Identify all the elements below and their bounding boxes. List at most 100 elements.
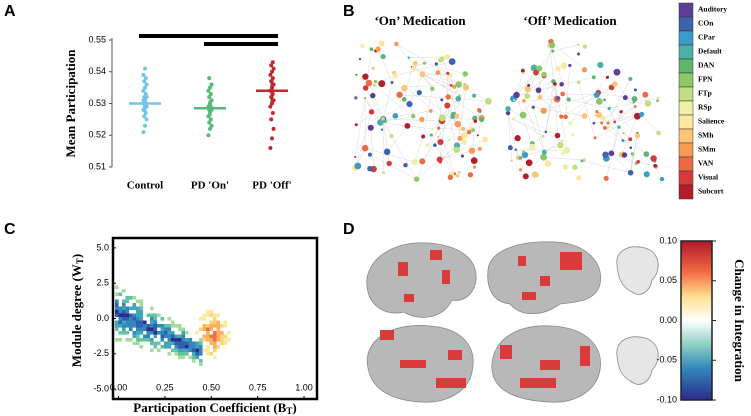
- point: [207, 120, 212, 125]
- network-edge: [432, 88, 443, 118]
- network-edge: [507, 108, 558, 136]
- heatmap-cell: [160, 331, 165, 335]
- heatmap-cell: [223, 324, 228, 328]
- network-edge: [513, 118, 544, 137]
- network-node: [518, 156, 523, 160]
- point: [268, 72, 273, 77]
- network-node: [594, 114, 598, 117]
- colorbar-tick-label: -0.10: [656, 394, 677, 404]
- heatmap-cell: [178, 341, 182, 346]
- network-node: [386, 160, 392, 167]
- network-node: [454, 113, 460, 119]
- network-node: [593, 136, 597, 140]
- colorbar-tick-label: 0.00: [659, 315, 677, 325]
- network-node: [600, 121, 604, 125]
- network-node: [462, 71, 469, 77]
- heatmap-cell: [188, 345, 193, 349]
- heatmap-cell: [143, 324, 147, 328]
- network-node: [466, 130, 472, 135]
- network-node: [559, 81, 564, 87]
- network-node: [572, 164, 578, 171]
- network-node: [367, 124, 374, 131]
- legend-label: Auditory: [698, 5, 727, 14]
- heatmap-cell: [202, 348, 207, 353]
- point: [143, 66, 147, 71]
- colorbar-tick-label: -0.05: [656, 355, 677, 365]
- network-node: [603, 175, 609, 181]
- network-edge: [382, 72, 395, 119]
- network-node: [525, 159, 533, 167]
- heatmap-cell: [209, 320, 214, 325]
- network-edge: [513, 68, 559, 101]
- heatmap-cell: [216, 327, 221, 332]
- heatmap-cell: [143, 320, 147, 325]
- point: [207, 76, 212, 81]
- network-edge: [365, 87, 392, 137]
- point: [141, 130, 146, 135]
- point: [271, 126, 276, 131]
- heatmap-cell: [202, 313, 207, 318]
- heatmap-cell: [136, 334, 140, 339]
- heatmap-cell: [153, 334, 158, 339]
- heatmap-cell: [153, 327, 158, 332]
- heatmap-cell: [216, 334, 221, 339]
- network-node: [514, 148, 518, 152]
- network-node: [513, 99, 516, 102]
- heatmap-cell: [213, 338, 217, 342]
- heatmap-cell: [209, 313, 214, 318]
- point: [268, 145, 273, 150]
- network-node: [632, 101, 635, 104]
- network-node: [461, 139, 467, 145]
- point: [209, 123, 214, 128]
- network-edge: [434, 145, 455, 174]
- network-node: [653, 163, 657, 168]
- heatmap-cell: [199, 362, 203, 367]
- heatmap-cell: [164, 341, 168, 346]
- heatmap-cell: [188, 341, 193, 346]
- heatmap-cell: [150, 348, 154, 353]
- point: [143, 85, 147, 90]
- heatmap-cell: [115, 327, 119, 332]
- network-edge: [448, 96, 482, 119]
- network-node: [568, 121, 573, 126]
- axis-label-part: T: [75, 258, 85, 264]
- heatmap-cell: [136, 306, 140, 311]
- heatmap-cell: [157, 324, 161, 328]
- x-tick-label: 0.25: [156, 382, 174, 392]
- heatmap-cell: [206, 352, 210, 356]
- heatmap-cell: [178, 355, 182, 360]
- network-edge: [355, 97, 366, 158]
- network-node: [412, 60, 418, 66]
- network-edge: [611, 153, 631, 173]
- network-edge: [607, 106, 636, 128]
- heatmap-cell: [129, 327, 133, 332]
- y-tick-label: 5.0: [96, 242, 109, 252]
- network-node: [582, 44, 587, 49]
- network-node: [361, 144, 369, 152]
- point: [270, 60, 275, 65]
- heatmap-cell: [118, 324, 123, 328]
- network-node: [455, 174, 460, 178]
- y-tick-label: 0.0: [96, 313, 109, 323]
- heatmap-cell: [125, 338, 130, 342]
- heatmap-cell: [136, 313, 140, 318]
- heatmap-cell: [195, 348, 200, 353]
- heatmap-cell: [213, 348, 217, 353]
- network-edge: [411, 66, 459, 85]
- network-node: [411, 158, 418, 166]
- heatmap-cell: [181, 345, 186, 349]
- heatmap-cell: [192, 348, 196, 353]
- network-node: [479, 117, 485, 123]
- heatmap-cell: [223, 334, 228, 339]
- network-node: [419, 158, 426, 165]
- heatmap-cell: [115, 338, 119, 342]
- point: [143, 76, 148, 81]
- network-node: [544, 160, 552, 167]
- heatmap-cell: [178, 334, 182, 339]
- network-edge: [621, 116, 638, 155]
- heatmap-cell: [125, 306, 130, 311]
- heatmap-cell: [206, 313, 210, 318]
- heatmap-cell: [115, 306, 119, 311]
- network-node: [413, 176, 420, 182]
- heatmap-cell: [122, 317, 126, 321]
